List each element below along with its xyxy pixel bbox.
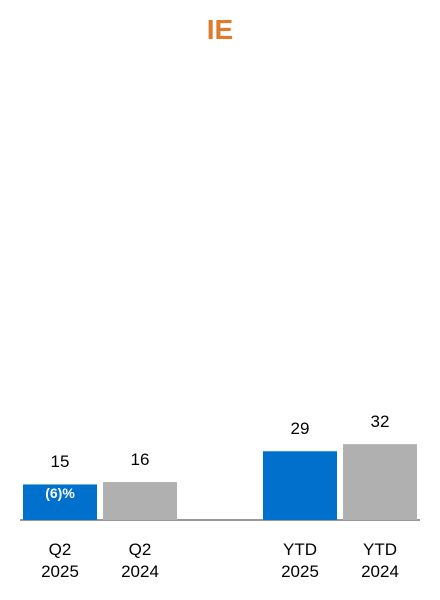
bar [23,484,97,520]
x-tick-label: YTD 2024 [361,540,399,581]
bar [263,451,337,520]
value-label: 16 [130,450,150,470]
bar [343,444,417,520]
bar [103,482,177,520]
value-label: 29 [290,419,310,439]
x-tick-label: Q2 2025 [41,540,79,581]
annotation: (6)% [45,485,75,502]
value-label: 32 [370,412,390,432]
chart-title: IE [206,14,234,45]
value-label: 15 [50,452,70,472]
x-tick-label: YTD 2025 [281,540,319,581]
x-tick-label: Q2 2024 [121,540,159,581]
